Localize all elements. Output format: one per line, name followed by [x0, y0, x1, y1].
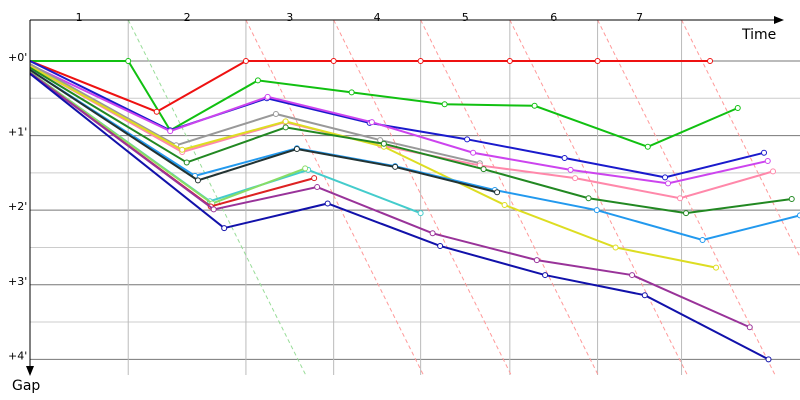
series-line: [29, 65, 774, 200]
point: [788, 195, 795, 202]
point: [734, 105, 741, 112]
point: [153, 108, 160, 115]
point: [179, 146, 186, 153]
point: [770, 168, 777, 175]
point: [707, 58, 714, 65]
point: [629, 272, 636, 279]
point: [324, 200, 331, 207]
lap-time-line: [420, 20, 599, 375]
point: [797, 212, 800, 219]
lap-time-line: [509, 20, 688, 375]
series-line: [29, 60, 765, 179]
point: [470, 149, 477, 156]
point: [441, 101, 448, 108]
point: [612, 244, 619, 251]
point: [531, 102, 538, 109]
point: [665, 180, 672, 187]
point: [417, 210, 424, 217]
lap-label: 7: [636, 11, 643, 24]
point: [501, 201, 508, 208]
point: [713, 264, 720, 271]
point: [594, 58, 601, 65]
point: [368, 119, 375, 126]
decorations: [127, 20, 800, 375]
lap-label: 4: [374, 11, 381, 24]
point: [761, 149, 768, 156]
lap-label: 1: [76, 11, 83, 24]
point: [311, 175, 318, 182]
point: [380, 140, 387, 147]
point: [480, 166, 487, 173]
point: [437, 242, 444, 249]
series-line: [29, 66, 792, 215]
series-line: [29, 69, 800, 242]
point: [746, 324, 753, 331]
lap-label: 2: [184, 11, 191, 24]
series-line: [29, 63, 768, 185]
point: [125, 58, 132, 65]
point: [677, 195, 684, 202]
point: [183, 159, 190, 166]
lap-time-line: [597, 20, 776, 375]
lap-time-line: [681, 20, 800, 259]
point: [567, 166, 574, 173]
point: [392, 163, 399, 170]
lap-label: 6: [550, 11, 557, 24]
point: [293, 146, 300, 153]
y-axis-label: Gap: [12, 378, 40, 394]
point: [272, 110, 279, 117]
point: [542, 272, 549, 279]
point: [282, 118, 289, 125]
x-axis-arrow: [774, 16, 784, 24]
series-line: [29, 60, 711, 113]
series-lines: [29, 58, 800, 363]
lap-label: 5: [462, 11, 469, 24]
point: [429, 230, 436, 237]
point: [264, 93, 271, 100]
y-tick-label: +2': [8, 200, 27, 213]
lap-label: 3: [286, 11, 293, 24]
point: [572, 175, 579, 182]
point: [210, 206, 217, 213]
lap-time-line: [333, 20, 512, 375]
point: [506, 58, 513, 65]
y-tick-label: +3': [8, 275, 27, 288]
x-axis-label: Time: [741, 27, 776, 43]
point: [494, 189, 501, 196]
point: [533, 257, 540, 264]
point: [593, 207, 600, 214]
point: [254, 77, 261, 84]
point: [699, 237, 706, 244]
point: [644, 143, 651, 150]
point: [314, 184, 321, 191]
y-tick-label: +0': [8, 51, 27, 64]
y-axis-arrow: [26, 366, 34, 376]
point: [561, 154, 568, 161]
point: [641, 292, 648, 299]
y-tick-label: +4': [8, 349, 27, 362]
point: [242, 58, 249, 65]
y-tick-label: +1': [8, 126, 27, 139]
point: [221, 225, 228, 232]
lap-time-line: [127, 20, 307, 375]
point: [194, 177, 201, 184]
point: [302, 165, 309, 172]
point: [765, 356, 772, 363]
point: [330, 58, 337, 65]
point: [662, 174, 669, 181]
lap-time-line: [245, 20, 424, 375]
point: [764, 157, 771, 164]
point: [417, 58, 424, 65]
series-line: [29, 72, 751, 329]
point: [167, 128, 174, 135]
point: [585, 195, 592, 202]
point: [348, 89, 355, 96]
point: [282, 124, 289, 131]
point: [464, 136, 471, 143]
point: [683, 210, 690, 217]
